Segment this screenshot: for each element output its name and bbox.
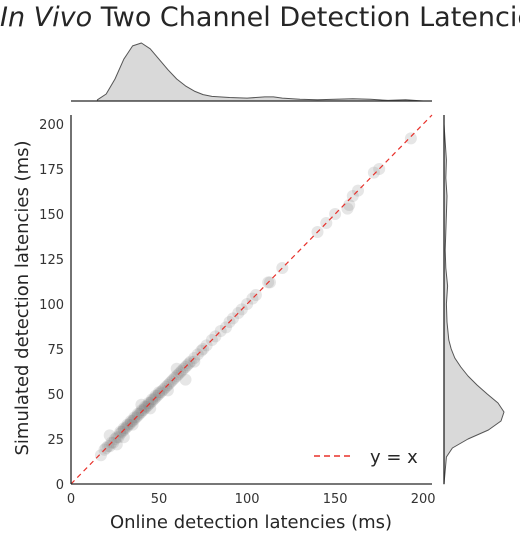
tick-labels: 0 50 100 150 200 0 25 50 75 100 125 150 175 200	[39, 118, 435, 507]
scatter-point-98	[161, 384, 174, 397]
y-tick-label-2: 50	[47, 388, 64, 403]
x-tick-label-0: 0	[67, 492, 75, 507]
legend: y = x	[314, 447, 418, 468]
marginal-y-curve	[443, 123, 505, 485]
scatter-point-80	[264, 276, 276, 289]
x-axis-label: Online detection latencies (ms)	[110, 512, 392, 533]
scatter-point-85	[341, 202, 354, 215]
marginal-y-density	[443, 115, 505, 485]
scatter-point-26	[131, 407, 144, 420]
scatter-point-95	[126, 418, 139, 431]
chart-title-italic: In Vivo	[0, 2, 93, 33]
scatter-point-23	[128, 411, 141, 424]
scatter-point-100	[170, 362, 183, 375]
axes	[70, 115, 432, 485]
y-tick-label-1: 25	[47, 433, 64, 448]
marginal-x-curve	[96, 42, 424, 102]
scatter-point-20	[124, 415, 137, 427]
y-tick-label-7: 175	[39, 163, 64, 178]
y-tick-label-5: 125	[39, 253, 64, 268]
scatter-point-32	[139, 400, 151, 413]
scatter-point-99	[179, 373, 192, 386]
y-tick-label-6: 150	[39, 208, 64, 223]
scatter-point-44	[153, 386, 165, 399]
scatter-point-9	[112, 431, 125, 444]
scatter-point-29	[135, 404, 148, 417]
x-tick-label-2: 100	[235, 492, 260, 507]
scatter-point-101	[188, 355, 201, 368]
scatter-point-97	[144, 402, 157, 415]
y-tick-label-8: 200	[39, 118, 64, 133]
scatter-point-71	[220, 321, 232, 334]
scatter-point-0	[94, 449, 107, 462]
chart-title-rest: Two Channel Detection Latencies	[92, 2, 520, 33]
marginal-x-density	[71, 42, 432, 102]
chart-title: In Vivo Two Channel Detection Latencies	[0, 2, 520, 33]
scatter-point-4	[103, 440, 116, 453]
scatter-point-17	[121, 418, 134, 431]
y-tick-label-4: 100	[39, 298, 64, 313]
scatter-point-86	[343, 199, 356, 211]
scatter-point-41	[149, 389, 162, 402]
scatter-point-89	[367, 166, 380, 179]
scatter-point-6	[107, 436, 120, 449]
scatter-point-14	[117, 422, 130, 435]
y-tick-label-0: 0	[56, 478, 64, 493]
y-axis-label: Simulated detection latencies (ms)	[12, 140, 33, 455]
x-tick-label-1: 50	[151, 492, 168, 507]
scatter-point-92	[103, 429, 116, 442]
scatter-point-96	[135, 398, 148, 411]
scatter-points	[94, 132, 417, 462]
legend-label: y = x	[370, 447, 418, 468]
x-tick-label-3: 150	[323, 492, 348, 507]
scatter-point-38	[146, 393, 158, 406]
scatter-point-93	[110, 438, 123, 451]
x-tick-label-4: 200	[411, 492, 436, 507]
scatter-point-94	[117, 431, 130, 444]
y-tick-label-3: 75	[47, 343, 64, 358]
scatter-point-11	[114, 425, 127, 438]
scatter-point-91	[404, 132, 417, 145]
scatter-point-35	[142, 397, 155, 409]
